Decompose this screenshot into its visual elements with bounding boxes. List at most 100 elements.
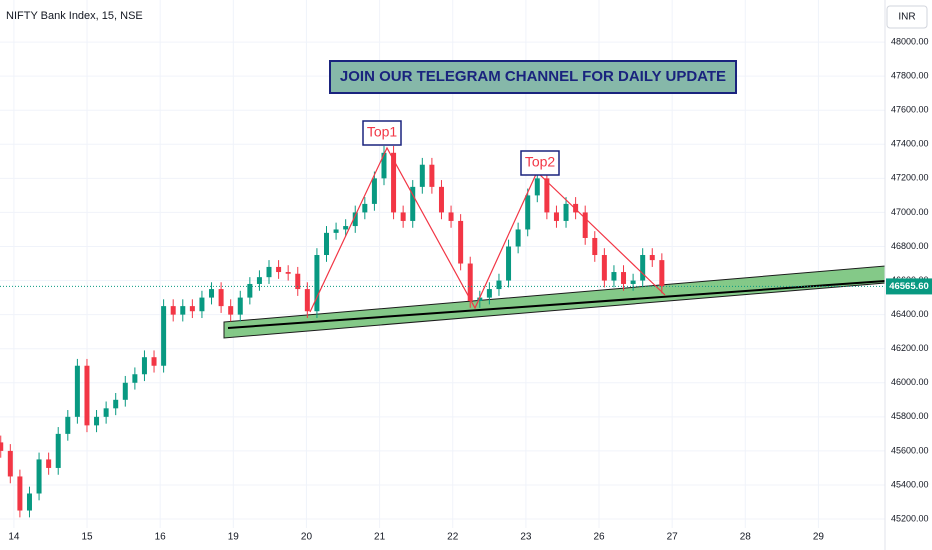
candle-body: [525, 195, 531, 230]
candle-body: [496, 280, 502, 290]
y-tick-label: 46200.00: [891, 343, 929, 353]
y-tick-label: 45800.00: [891, 411, 929, 421]
candle-body: [553, 212, 559, 221]
x-tick-label: 23: [520, 532, 532, 543]
x-tick-label: 16: [155, 532, 167, 543]
candle-body: [314, 255, 320, 312]
price-axis: [885, 0, 932, 550]
candle-body: [0, 442, 4, 451]
candle-body: [46, 459, 52, 468]
annotation-box: [362, 120, 402, 146]
x-tick-label: 27: [667, 532, 679, 543]
candle-body: [477, 297, 483, 302]
x-tick-label: 19: [228, 532, 240, 543]
candle-body: [304, 289, 310, 312]
candle-body: [65, 416, 71, 434]
candle-body: [448, 212, 454, 221]
candle-body: [170, 306, 176, 315]
candle-body: [381, 152, 387, 179]
candle-body: [199, 297, 205, 312]
currency-box[interactable]: [886, 5, 928, 29]
candle-body: [410, 186, 416, 221]
candle-body: [113, 399, 119, 409]
candle-body: [563, 203, 569, 221]
candle-body: [323, 232, 329, 256]
candle-body: [228, 306, 234, 315]
y-tick-label: 46400.00: [891, 309, 929, 319]
x-tick-label: 28: [740, 532, 752, 543]
candle-body: [285, 272, 291, 274]
x-tick-label: 22: [447, 532, 459, 543]
candle-body: [103, 408, 109, 417]
candle-body: [659, 260, 665, 287]
annotation: Top2: [525, 154, 556, 170]
candle-body: [247, 283, 253, 298]
candle-body: [266, 266, 272, 278]
annotation: Top1: [367, 124, 398, 140]
candle-body: [333, 229, 339, 233]
candle-body: [400, 212, 406, 221]
x-tick-label: 14: [8, 532, 20, 543]
candle-body: [371, 178, 377, 204]
candle-body: [621, 272, 627, 284]
candle-body: [94, 416, 100, 426]
candle-body: [74, 365, 80, 417]
y-tick-label: 47000.00: [891, 207, 929, 217]
candle-body: [218, 289, 224, 307]
y-tick-label: 45600.00: [891, 445, 929, 455]
currency: INR: [898, 12, 915, 23]
candle-body: [640, 255, 646, 281]
candle-body: [515, 229, 521, 247]
last-price-label: 46565.60: [889, 281, 929, 292]
candle-body: [391, 152, 397, 213]
candle-body: [276, 266, 282, 273]
candle-body: [630, 280, 636, 284]
x-tick-label: 29: [813, 532, 825, 543]
annotation-box: [520, 150, 560, 176]
candle-body: [592, 237, 598, 256]
candle-body: [7, 450, 13, 477]
candle-body: [209, 289, 215, 298]
candle-body: [36, 459, 42, 494]
candle-body: [84, 365, 90, 426]
banner: JOIN OUR TELEGRAM CHANNEL FOR DAILY UPDA…: [340, 68, 726, 85]
x-tick-label: 26: [593, 532, 605, 543]
candle-body: [151, 357, 157, 366]
y-tick-label: 46800.00: [891, 241, 929, 251]
candle-body: [17, 476, 23, 511]
candle-body: [601, 255, 607, 281]
candle-body: [458, 220, 464, 264]
candle-body: [256, 277, 262, 284]
chart-title: NIFTY Bank Index, 15, NSE: [6, 10, 143, 22]
last-price-tag: [886, 278, 932, 295]
banner-box: [329, 60, 737, 94]
candle-body: [237, 297, 243, 315]
candle-body: [467, 263, 473, 302]
candle-body: [161, 306, 167, 366]
candle-body: [419, 164, 425, 187]
y-tick-label: 47200.00: [891, 173, 929, 183]
y-tick-label: 45400.00: [891, 479, 929, 489]
candle-body: [295, 273, 301, 290]
candle-body: [486, 289, 492, 298]
candle-body: [362, 203, 368, 213]
candle-body: [180, 306, 186, 315]
x-tick-label: 15: [81, 532, 93, 543]
candle-body: [438, 186, 444, 213]
candle-body: [429, 164, 435, 187]
candle-body: [506, 246, 512, 281]
x-tick-label: 21: [374, 532, 386, 543]
candle-body: [534, 178, 540, 196]
support-line: [227, 280, 886, 329]
candle-body: [649, 255, 655, 261]
candle-body: [122, 382, 128, 400]
candle-body: [26, 493, 32, 511]
candle-body: [573, 203, 579, 213]
y-tick-label: 46000.00: [891, 377, 929, 387]
candle-body: [352, 212, 358, 227]
y-tick-label: 47400.00: [891, 139, 929, 149]
candle-body: [55, 433, 61, 468]
y-tick-label: 47800.00: [891, 71, 929, 81]
candle-body: [611, 272, 617, 281]
